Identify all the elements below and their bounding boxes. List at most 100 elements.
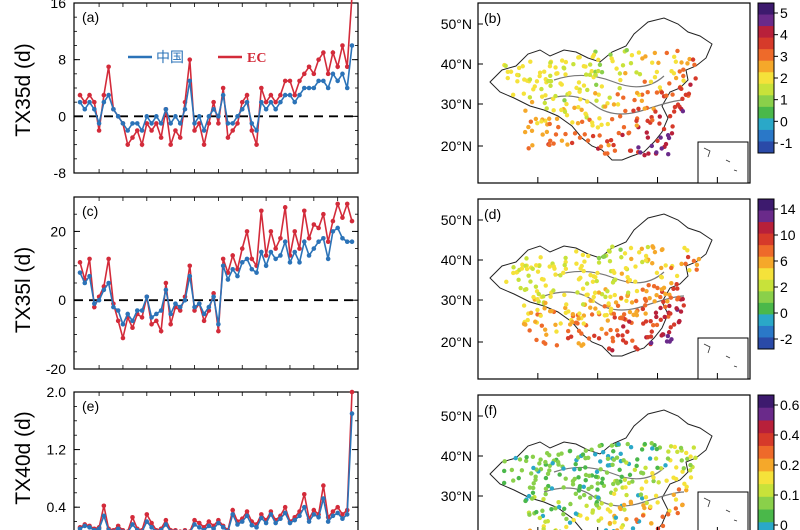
station-dot	[650, 117, 655, 123]
station-dot	[631, 312, 636, 318]
station-dot	[651, 478, 656, 484]
station-dot	[654, 90, 660, 95]
station-dot	[639, 486, 644, 491]
station-dot	[529, 99, 535, 105]
data-point-ec	[130, 135, 135, 140]
station-dot	[684, 450, 689, 456]
station-dot	[681, 466, 687, 471]
station-dot	[674, 273, 680, 279]
colorbar-segment	[758, 141, 774, 154]
station-dot	[640, 306, 646, 312]
station-dot	[620, 338, 626, 343]
station-dot	[619, 271, 625, 276]
station-dot	[619, 255, 624, 260]
data-point-ec	[311, 71, 317, 77]
station-dot	[607, 249, 612, 254]
station-dot	[555, 459, 561, 465]
station-dot	[615, 92, 620, 97]
data-point-ec	[278, 235, 283, 241]
station-dot	[653, 456, 659, 461]
data-point-cn	[259, 515, 264, 521]
data-point-cn	[344, 239, 350, 245]
data-point-ec	[330, 218, 336, 224]
station-dot	[571, 517, 576, 523]
station-dot	[618, 295, 624, 301]
station-dot	[640, 287, 645, 292]
station-dot	[541, 526, 546, 530]
station-dot	[615, 481, 621, 486]
station-dot	[593, 91, 598, 96]
station-dot	[543, 491, 548, 497]
station-dot	[537, 73, 542, 79]
station-dot	[656, 60, 661, 66]
colorbar-segment	[758, 118, 774, 131]
station-dot	[539, 323, 545, 328]
data-point-ec	[220, 85, 226, 91]
station-dot	[641, 503, 646, 508]
line-panel-c: -20 0 20 (c)	[46, 196, 359, 377]
station-dot	[680, 469, 685, 474]
station-dot	[630, 526, 636, 530]
station-dot	[523, 108, 528, 113]
data-point-cn	[111, 304, 116, 310]
station-dot	[658, 294, 663, 300]
station-dot	[652, 50, 658, 56]
station-dot	[596, 518, 601, 523]
station-dot	[680, 109, 686, 114]
station-dot	[527, 512, 532, 517]
station-dot	[590, 133, 596, 139]
station-dot	[533, 474, 538, 479]
data-point-cn	[297, 260, 302, 265]
data-point-ec	[115, 318, 121, 324]
data-point-cn	[177, 121, 183, 126]
station-dot	[519, 266, 525, 271]
data-point-ec	[82, 99, 88, 105]
data-point-cn	[87, 525, 92, 530]
data-point-cn	[254, 128, 259, 133]
station-dot	[649, 143, 654, 149]
series-line-ec	[79, 391, 353, 530]
station-dot	[527, 77, 533, 82]
station-dot	[598, 459, 603, 464]
data-point-cn	[130, 318, 135, 324]
data-point-ec	[301, 208, 307, 214]
station-dot	[668, 311, 673, 316]
station-dot	[526, 146, 531, 151]
station-dot	[534, 337, 539, 343]
y-tick-label: -8	[54, 165, 67, 181]
data-point-cn	[144, 114, 150, 119]
station-dot	[538, 313, 543, 318]
station-dot	[547, 264, 552, 269]
y-tick-label: 16	[50, 0, 66, 11]
station-dot	[618, 451, 623, 457]
data-point-ec	[192, 308, 197, 313]
station-dot	[664, 478, 669, 483]
station-dot	[673, 506, 679, 511]
station-dot	[647, 296, 652, 301]
data-point-ec	[230, 507, 236, 513]
data-point-ec	[168, 142, 173, 147]
station-dot	[596, 290, 602, 295]
data-point-ec	[344, 201, 350, 207]
station-dot	[595, 495, 601, 500]
station-dot	[611, 102, 617, 107]
colorbar-segment	[758, 49, 774, 62]
station-dot	[691, 258, 697, 264]
station-dot	[590, 508, 596, 513]
station-dot	[644, 479, 649, 484]
station-dot	[542, 306, 547, 311]
data-point-ec	[325, 71, 331, 77]
station-dot	[627, 472, 633, 478]
station-dot	[578, 513, 583, 518]
station-dot	[564, 101, 569, 107]
data-point-cn	[201, 527, 207, 530]
station-dot	[680, 96, 685, 102]
data-point-ec	[192, 128, 197, 133]
data-point-ec	[321, 483, 326, 488]
station-dot	[673, 75, 679, 81]
data-point-ec	[168, 321, 173, 327]
station-dot	[581, 268, 586, 274]
station-dot	[535, 307, 540, 313]
station-dot	[524, 266, 530, 272]
station-dot	[666, 330, 672, 335]
